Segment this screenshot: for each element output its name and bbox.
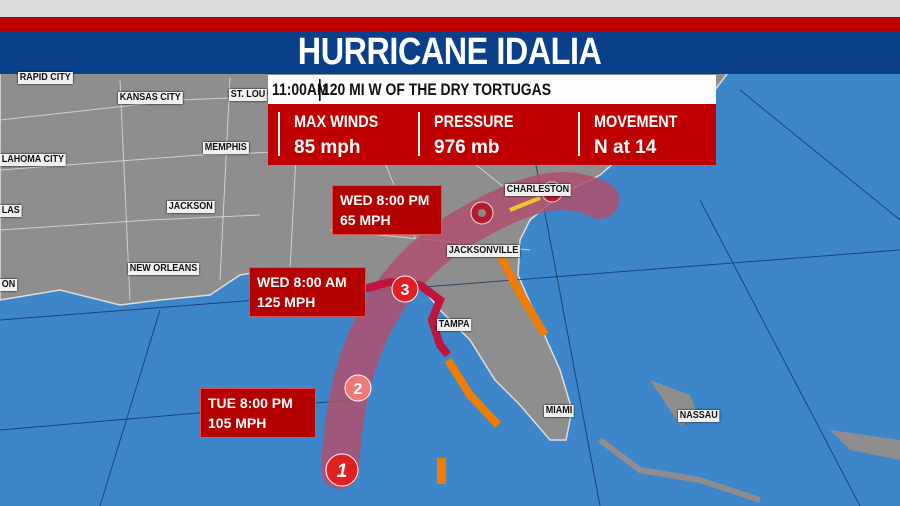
city-label: LAS: [0, 205, 22, 217]
city-label: TAMPA: [437, 319, 472, 331]
city-label: JACKSON: [167, 201, 215, 213]
forecast-label-wed-pm: WED 8:00 PM 65 MPH: [332, 185, 442, 235]
forecast-time: WED 8:00 AM: [257, 274, 347, 290]
storm-watch: [509, 196, 541, 212]
tropical-storm-warning-keys: [437, 458, 446, 484]
forecast-label-tue-pm: TUE 8:00 PM 105 MPH: [200, 388, 316, 438]
city-label: ON: [0, 279, 18, 291]
city-label: CHARLESTON: [505, 184, 571, 196]
category-number: 1: [337, 461, 348, 482]
forecast-wind: 65 MPH: [340, 212, 391, 228]
top-strip: [0, 0, 900, 17]
page-title: HURRICANE IDALIA: [298, 31, 602, 73]
advisory-location: 120 MI W OF THE DRY TORTUGAS: [321, 79, 551, 99]
stat-label: MOVEMENT: [594, 112, 678, 131]
city-label: JACKSONVILLE: [447, 245, 521, 257]
forecast-wind: 125 MPH: [257, 294, 316, 310]
forecast-label-wed-am: WED 8:00 AM 125 MPH: [249, 267, 366, 317]
category-number: 2: [354, 381, 363, 398]
stat-label: PRESSURE: [434, 112, 514, 131]
stat-value: 976 mb: [434, 137, 500, 158]
forecast-time: WED 8:00 PM: [340, 192, 430, 208]
category-number: 3: [401, 282, 410, 299]
title-banner: HURRICANE IDALIA: [0, 31, 900, 74]
city-label: KANSAS CITY: [118, 92, 183, 104]
stat-value: 85 mph: [294, 137, 361, 158]
advisory-panel: 11:00AM 120 MI W OF THE DRY TORTUGAS MAX …: [268, 75, 716, 165]
advisory-time: 11:00AM: [272, 79, 329, 99]
forecast-wind: 105 MPH: [208, 415, 267, 431]
divider: [318, 78, 321, 101]
storm-icon-cat3: 3: [391, 275, 419, 303]
storm-icon-tropical-storm: [470, 201, 494, 225]
city-label: NASSAU: [678, 410, 720, 422]
forecast-time: TUE 8:00 PM: [208, 395, 293, 411]
city-label: LAHOMA CITY: [0, 154, 66, 166]
city-label: RAPID CITY: [18, 72, 73, 84]
city-label: MEMPHIS: [203, 142, 249, 154]
hurricane-warning: [358, 277, 452, 358]
tropical-storm-warning-east: [496, 253, 549, 338]
stat-label: MAX WINDS: [294, 112, 379, 131]
city-label: MIAMI: [544, 405, 575, 417]
tropical-storm-warning-west: [444, 357, 501, 428]
red-band: [0, 17, 900, 31]
city-label: ST. LOU: [229, 89, 268, 101]
stat-value: N at 14: [594, 137, 657, 158]
storm-icon-current: 1: [325, 453, 359, 487]
city-label: NEW ORLEANS: [128, 263, 200, 275]
storm-icon-cat2: 2: [344, 374, 372, 402]
